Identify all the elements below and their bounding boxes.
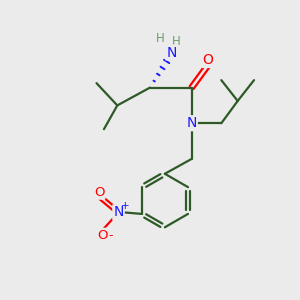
Text: N: N bbox=[186, 116, 197, 130]
Text: O: O bbox=[202, 53, 213, 67]
Text: H: H bbox=[156, 32, 165, 45]
Text: N: N bbox=[166, 46, 177, 59]
Text: H: H bbox=[172, 35, 181, 48]
Text: O: O bbox=[94, 186, 104, 199]
Text: N: N bbox=[113, 206, 124, 219]
Text: -: - bbox=[108, 229, 112, 242]
Text: O: O bbox=[97, 229, 107, 242]
Text: +: + bbox=[121, 201, 129, 211]
